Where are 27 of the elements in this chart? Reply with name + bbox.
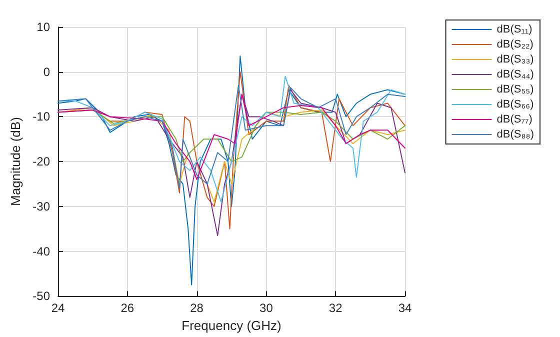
y-tick-label: -10	[32, 110, 50, 124]
x-tick-label: 24	[51, 301, 65, 316]
x-tick-label: 26	[120, 301, 134, 316]
y-tick-label: 0	[43, 64, 50, 79]
y-tick-label: -40	[32, 244, 50, 258]
y-tick-label: -20	[32, 154, 50, 169]
legend-label: dB(S₅₅)	[496, 84, 534, 96]
y-tick-label: 10	[36, 20, 50, 34]
y-axis-title: Magnitude (dB)	[8, 117, 23, 206]
x-tick-label: 28	[190, 301, 204, 316]
legend-label: dB(S₆₆)	[496, 98, 534, 110]
y-tick-label: -30	[32, 199, 50, 214]
x-tick-label: 30	[260, 301, 274, 316]
legend-label: dB(S₂₂)	[496, 38, 534, 50]
legend-label: dB(S₇₇)	[496, 114, 532, 126]
x-tick-label: 34	[398, 301, 412, 316]
line-series	[58, 89, 406, 236]
x-tick-label: 32	[328, 301, 343, 316]
line-series	[58, 84, 406, 189]
legend-label: dB(S₄₄)	[496, 68, 534, 80]
legend-label: dB(S₁₁)	[496, 24, 532, 36]
legend-label: dB(S₃₃)	[496, 54, 534, 66]
legend-label: dB(S₈₈)	[496, 128, 534, 140]
line-series	[58, 56, 406, 286]
y-tick-label: -50	[32, 289, 50, 304]
line-series	[58, 94, 406, 180]
x-axis-title: Frequency (GHz)	[182, 318, 282, 333]
